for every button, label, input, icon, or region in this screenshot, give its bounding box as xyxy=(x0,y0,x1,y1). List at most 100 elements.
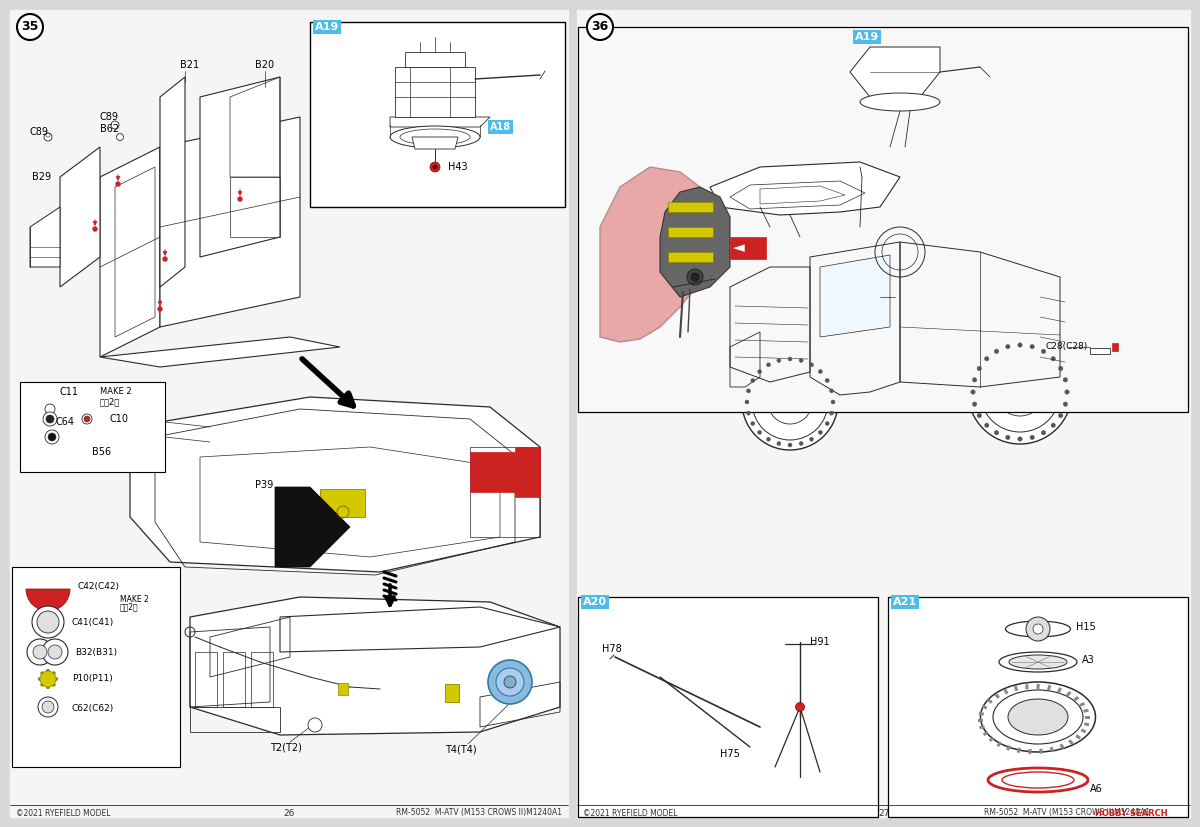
Polygon shape xyxy=(130,397,540,572)
Polygon shape xyxy=(850,47,940,97)
Circle shape xyxy=(496,668,524,696)
Text: P10(P11): P10(P11) xyxy=(72,675,113,683)
Bar xyxy=(338,683,348,695)
Text: A20: A20 xyxy=(583,597,607,607)
Bar xyxy=(1066,691,1072,696)
Circle shape xyxy=(826,422,829,426)
Circle shape xyxy=(1033,624,1043,634)
Circle shape xyxy=(158,307,162,311)
Polygon shape xyxy=(200,77,280,257)
Circle shape xyxy=(28,639,53,665)
Bar xyxy=(979,725,985,729)
Circle shape xyxy=(1063,402,1068,406)
Circle shape xyxy=(968,340,1072,444)
Circle shape xyxy=(1006,344,1010,349)
Circle shape xyxy=(1026,617,1050,641)
Circle shape xyxy=(46,404,55,414)
Circle shape xyxy=(796,702,804,711)
Circle shape xyxy=(432,165,438,170)
Circle shape xyxy=(830,400,835,404)
Bar xyxy=(986,699,992,704)
Circle shape xyxy=(94,227,97,231)
Text: B29: B29 xyxy=(32,172,52,182)
Bar xyxy=(1084,722,1090,726)
Circle shape xyxy=(757,370,762,374)
Circle shape xyxy=(788,357,792,361)
Bar xyxy=(995,693,1000,699)
Circle shape xyxy=(776,442,781,446)
Text: MAKE 2: MAKE 2 xyxy=(120,595,149,604)
Bar xyxy=(578,27,1188,412)
Circle shape xyxy=(745,400,749,404)
Circle shape xyxy=(984,356,989,361)
Bar xyxy=(888,597,1188,817)
Text: C64: C64 xyxy=(55,417,74,427)
Bar xyxy=(251,652,274,707)
Circle shape xyxy=(84,416,90,422)
Circle shape xyxy=(995,431,998,435)
Text: 制作2組: 制作2組 xyxy=(100,398,120,407)
Polygon shape xyxy=(820,255,890,337)
Circle shape xyxy=(48,645,62,659)
Bar xyxy=(1068,739,1074,745)
Bar xyxy=(978,712,984,715)
Text: H43: H43 xyxy=(448,162,468,172)
Circle shape xyxy=(972,402,977,406)
Bar xyxy=(1112,343,1118,351)
Circle shape xyxy=(504,676,516,688)
Bar xyxy=(1050,747,1054,753)
Polygon shape xyxy=(275,487,350,567)
Bar xyxy=(20,382,166,472)
Text: HOBBY SEARCH: HOBBY SEARCH xyxy=(1096,809,1168,818)
Polygon shape xyxy=(710,162,900,215)
Bar xyxy=(1006,745,1012,751)
Bar xyxy=(730,237,766,259)
Circle shape xyxy=(776,358,781,362)
Bar xyxy=(1075,734,1081,739)
Text: H15: H15 xyxy=(1076,622,1096,632)
Polygon shape xyxy=(600,167,720,342)
Text: 27: 27 xyxy=(878,809,889,818)
Circle shape xyxy=(1063,378,1068,382)
Circle shape xyxy=(1051,423,1056,428)
Wedge shape xyxy=(26,589,70,611)
Circle shape xyxy=(799,442,803,446)
Text: A3: A3 xyxy=(1082,655,1094,665)
Circle shape xyxy=(116,133,124,141)
Circle shape xyxy=(1018,437,1022,441)
Circle shape xyxy=(977,366,982,370)
Text: C62(C62): C62(C62) xyxy=(72,705,114,714)
Polygon shape xyxy=(412,137,458,149)
Circle shape xyxy=(972,378,977,382)
Bar xyxy=(978,719,983,722)
Circle shape xyxy=(163,257,167,261)
Text: C11: C11 xyxy=(60,387,79,397)
Bar xyxy=(578,597,878,817)
Polygon shape xyxy=(100,147,160,357)
Circle shape xyxy=(43,412,58,426)
Bar xyxy=(1079,702,1085,707)
Text: B62: B62 xyxy=(100,124,119,134)
Bar xyxy=(1039,748,1043,753)
Polygon shape xyxy=(160,117,300,327)
Bar xyxy=(1057,687,1062,693)
Circle shape xyxy=(742,354,838,450)
Circle shape xyxy=(977,414,982,418)
Circle shape xyxy=(17,14,43,40)
Text: ©2021 RYEFIELD MODEL: ©2021 RYEFIELD MODEL xyxy=(583,809,678,818)
Text: B32(B31): B32(B31) xyxy=(74,648,118,657)
Polygon shape xyxy=(160,77,185,287)
Circle shape xyxy=(112,121,119,129)
Bar xyxy=(1090,348,1110,354)
Circle shape xyxy=(818,430,822,434)
Bar xyxy=(1046,685,1051,691)
Text: C42(C42): C42(C42) xyxy=(78,582,120,591)
Ellipse shape xyxy=(980,682,1096,752)
Polygon shape xyxy=(60,147,100,287)
Bar xyxy=(12,567,180,767)
Circle shape xyxy=(751,379,755,383)
Text: MAKE 2: MAKE 2 xyxy=(100,388,132,396)
Circle shape xyxy=(1051,356,1056,361)
Circle shape xyxy=(82,414,92,424)
Polygon shape xyxy=(730,227,1070,412)
